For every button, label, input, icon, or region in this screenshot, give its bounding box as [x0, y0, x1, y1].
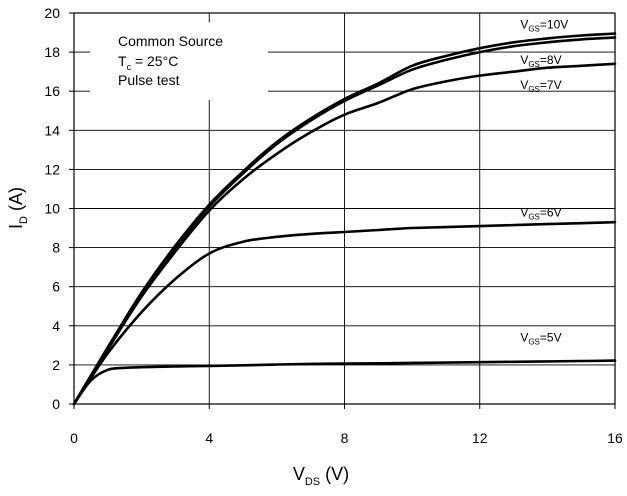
series-line-8v — [72, 36, 617, 406]
series-line-5v — [72, 359, 617, 406]
x-tick-label: 16 — [607, 430, 623, 446]
annotation-line-2-main: T — [118, 53, 127, 69]
series-label: VGS=6V — [520, 205, 561, 221]
series-label-layer: VGS=10V VGS=8V VGS=7V VGS=6V VGS=5V — [520, 18, 568, 347]
series-line-7v — [72, 62, 617, 406]
series-label: VGS=7V — [520, 78, 561, 94]
annotation-line-1: Common Source — [118, 33, 223, 49]
annotation-line-3: Pulse test — [118, 72, 180, 88]
y-tick-label: 4 — [52, 318, 60, 334]
series-label: VGS=5V — [520, 330, 561, 346]
tick-layer: 0 2 4 6 8 10 12 14 16 18 20 0 4 8 12 16 — [44, 5, 623, 446]
x-axis-title: VDS (V) — [293, 464, 349, 488]
annotation-line-2-sub: c — [127, 62, 132, 72]
x-tick-label: 0 — [70, 430, 78, 446]
series-label: VGS=10V — [520, 18, 568, 34]
y-axis-title: ID (A) — [6, 187, 30, 229]
annotation-line-2: Tc = 25°C — [118, 53, 178, 72]
y-tick-label: 10 — [44, 201, 60, 217]
y-axis-title-sub: D — [18, 216, 30, 224]
x-axis-title-unit: (V) — [320, 464, 349, 484]
y-tick-label: 16 — [44, 83, 60, 99]
y-tick-label: 14 — [44, 122, 60, 138]
series-layer — [72, 32, 617, 406]
y-axis-title-unit: (A) — [6, 187, 26, 216]
x-tick-label: 8 — [341, 430, 349, 446]
y-tick-label: 18 — [44, 44, 60, 60]
x-tick-label: 12 — [472, 430, 488, 446]
annotation-box: Common Source Tc = 25°C Pulse test — [90, 22, 268, 100]
y-tick-label: 0 — [52, 396, 60, 412]
x-axis-title-sub: DS — [305, 476, 320, 488]
y-tick-label: 12 — [44, 161, 60, 177]
y-axis-title-main: I — [6, 224, 26, 229]
series-label: VGS=8V — [520, 53, 561, 69]
y-tick-label: 8 — [52, 240, 60, 256]
series-line-6v — [72, 220, 617, 406]
y-tick-label: 20 — [44, 5, 60, 21]
x-axis-title-main: V — [293, 464, 305, 484]
x-tick-label: 4 — [205, 430, 213, 446]
annotation-line-2-rest: = 25°C — [131, 53, 178, 69]
y-tick-label: 2 — [52, 357, 60, 373]
annotation-background — [90, 22, 268, 100]
y-tick-label: 6 — [52, 279, 60, 295]
